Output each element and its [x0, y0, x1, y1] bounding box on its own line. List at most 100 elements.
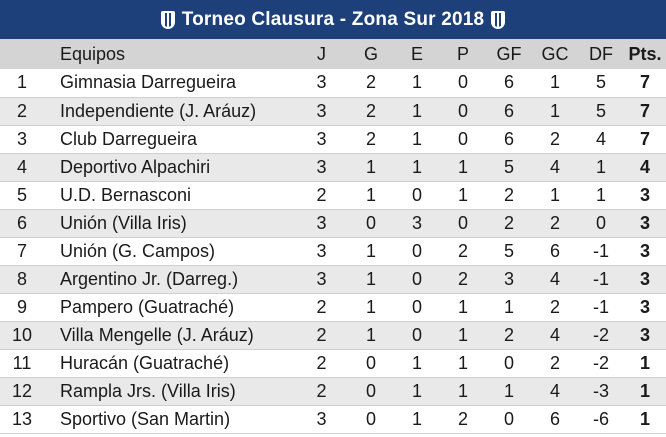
cell-goals-against: 1	[549, 184, 560, 205]
cell-goals-against: 6	[549, 408, 560, 429]
cell-drawn: 1	[411, 156, 422, 177]
cell-team: Gimnasia Darregueira	[60, 72, 237, 93]
cell-won: 1	[365, 184, 376, 205]
cell-drawn: 0	[411, 240, 422, 261]
cell-goal-difference: -2	[592, 324, 609, 345]
cell-goals-for: 5	[503, 240, 514, 261]
cell-won: 0	[365, 212, 376, 233]
header-lost: P	[456, 43, 469, 64]
cell-drawn: 0	[411, 268, 422, 289]
header-points: Pts.	[628, 43, 662, 64]
cell-drawn: 3	[411, 212, 422, 233]
header-drawn: E	[410, 43, 423, 64]
title-bar: Torneo Clausura - Zona Sur 2018	[0, 0, 666, 39]
cell-goal-difference: 1	[595, 184, 606, 205]
cell-team: Villa Mengelle (J. Aráuz)	[60, 324, 254, 345]
table-row: 5 U.D. Bernasconi 2 1 0 1 2 1 1 3	[0, 181, 666, 209]
cell-goals-against: 1	[549, 72, 560, 93]
cell-goal-difference: 0	[595, 212, 606, 233]
table-row: 6 Unión (Villa Iris) 3 0 3 0 2 2 0 3	[0, 209, 666, 237]
cell-points: 1	[639, 408, 650, 429]
cell-lost: 1	[457, 296, 468, 317]
cell-goals-against: 4	[549, 268, 560, 289]
cell-played: 3	[316, 268, 327, 289]
cell-played: 2	[316, 352, 327, 373]
cell-lost: 0	[457, 128, 468, 149]
cell-goals-against: 2	[549, 128, 560, 149]
header-goals-against: GC	[541, 43, 569, 64]
cell-played: 2	[316, 296, 327, 317]
cell-goals-for: 0	[503, 352, 514, 373]
cell-goals-against: 4	[549, 156, 560, 177]
cell-goals-for: 0	[503, 408, 514, 429]
table-row: 2 Independiente (J. Aráuz) 3 2 1 0 6 1 5 7	[0, 97, 666, 125]
standings-table: Equipos J G E P GF GC DF Pts. 1 Gimnasia …	[0, 39, 666, 434]
cell-team: Huracán (Guatraché)	[60, 352, 230, 373]
cell-played: 2	[316, 380, 327, 401]
cell-points: 7	[639, 128, 650, 149]
table-row: 1 Gimnasia Darregueira 3 2 1 0 6 1 5 7	[0, 69, 666, 97]
cell-team: Argentino Jr. (Darreg.)	[60, 268, 239, 289]
cell-goal-difference: -6	[592, 408, 609, 429]
cell-goals-for: 6	[503, 100, 514, 121]
cell-position: 5	[16, 184, 27, 205]
cell-position: 12	[11, 380, 33, 401]
header-row: Equipos J G E P GF GC DF Pts.	[0, 39, 666, 69]
header-goal-difference: DF	[589, 43, 613, 64]
cell-goals-for: 1	[503, 380, 514, 401]
cell-position: 1	[16, 72, 27, 93]
cell-team: U.D. Bernasconi	[60, 184, 192, 205]
cell-points: 3	[639, 268, 650, 289]
cell-played: 3	[316, 72, 327, 93]
cell-played: 2	[316, 184, 327, 205]
cell-won: 2	[365, 72, 376, 93]
cell-drawn: 1	[411, 408, 422, 429]
cell-goals-for: 6	[503, 128, 514, 149]
cell-lost: 1	[457, 156, 468, 177]
cell-lost: 1	[457, 184, 468, 205]
cell-drawn: 0	[411, 324, 422, 345]
cell-goal-difference: 5	[595, 72, 606, 93]
cell-position: 13	[11, 408, 33, 429]
cell-lost: 2	[457, 240, 468, 261]
cell-goals-against: 1	[549, 100, 560, 121]
table-row: 3 Club Darregueira 3 2 1 0 6 2 4 7	[0, 125, 666, 153]
header-played: J	[317, 43, 326, 64]
cell-drawn: 1	[411, 352, 422, 373]
cell-played: 3	[316, 156, 327, 177]
cell-goal-difference: -3	[592, 380, 609, 401]
cell-points: 3	[639, 296, 650, 317]
cell-goals-against: 4	[549, 324, 560, 345]
cell-played: 2	[316, 324, 327, 345]
table-row: 12 Rampla Jrs. (Villa Iris) 2 0 1 1 1 4 -3 1	[0, 377, 666, 405]
cell-team: Independiente (J. Aráuz)	[60, 100, 257, 121]
cell-lost: 0	[457, 72, 468, 93]
cell-position: 6	[16, 212, 27, 233]
cell-lost: 1	[457, 324, 468, 345]
cell-points: 1	[639, 352, 650, 373]
header-position	[0, 39, 52, 69]
cell-points: 7	[639, 72, 650, 93]
cell-points: 7	[639, 100, 650, 121]
cell-goal-difference: 4	[595, 128, 606, 149]
cell-played: 3	[316, 100, 327, 121]
cell-drawn: 0	[411, 184, 422, 205]
table-title: Torneo Clausura - Zona Sur 2018	[181, 8, 485, 30]
club-crest-icon	[491, 10, 506, 29]
cell-points: 3	[639, 184, 650, 205]
cell-won: 0	[365, 352, 376, 373]
cell-position: 4	[16, 156, 27, 177]
cell-goal-difference: 5	[595, 100, 606, 121]
cell-won: 1	[365, 296, 376, 317]
table-row: 7 Unión (G. Campos) 3 1 0 2 5 6 -1 3	[0, 237, 666, 265]
cell-lost: 0	[457, 100, 468, 121]
standings-body: 1 Gimnasia Darregueira 3 2 1 0 6 1 5 7 2 Independie…	[0, 69, 666, 433]
cell-team: Pampero (Guatraché)	[60, 296, 235, 317]
table-row: 8 Argentino Jr. (Darreg.) 3 1 0 2 3 4 -1 3	[0, 265, 666, 293]
table-row: 9 Pampero (Guatraché) 2 1 0 1 1 2 -1 3	[0, 293, 666, 321]
cell-goals-for: 2	[503, 184, 514, 205]
cell-won: 1	[365, 240, 376, 261]
cell-drawn: 0	[411, 296, 422, 317]
cell-team: Club Darregueira	[60, 128, 198, 149]
